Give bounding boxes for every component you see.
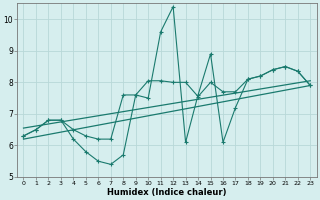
X-axis label: Humidex (Indice chaleur): Humidex (Indice chaleur)	[107, 188, 227, 197]
